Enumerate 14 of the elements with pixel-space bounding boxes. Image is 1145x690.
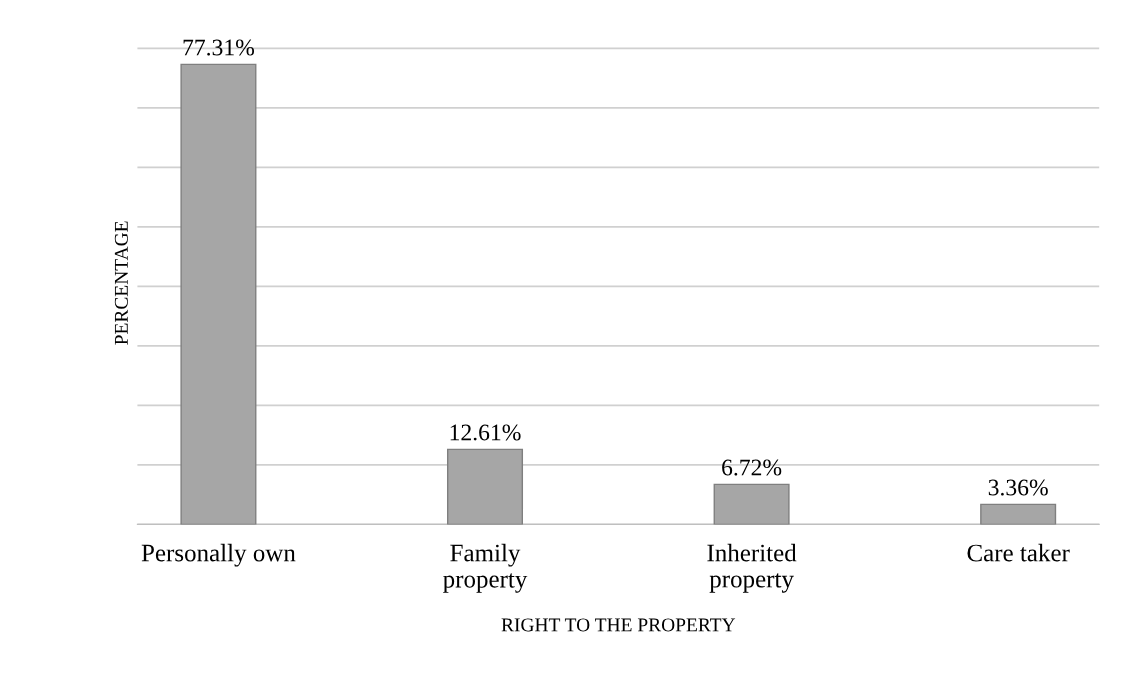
- data-label: 12.61%: [450, 424, 521, 441]
- bar: [180, 63, 257, 525]
- x-tick-label: Inherited property: [707, 543, 797, 593]
- bar: [446, 448, 524, 525]
- bar: [980, 503, 1057, 525]
- x-tick-label: Family property: [443, 543, 528, 593]
- y-axis-title: PERCENTAGE: [114, 221, 128, 345]
- data-label: 77.31%: [183, 39, 255, 56]
- bar: [713, 483, 790, 525]
- data-label: 3.36%: [988, 479, 1048, 496]
- x-axis-title: RIGHT TO THE PROPERTY: [501, 618, 736, 632]
- x-tick-label: Care taker: [967, 543, 1070, 562]
- data-label: 6.72%: [722, 459, 782, 476]
- x-tick-label: Personally own: [141, 543, 296, 567]
